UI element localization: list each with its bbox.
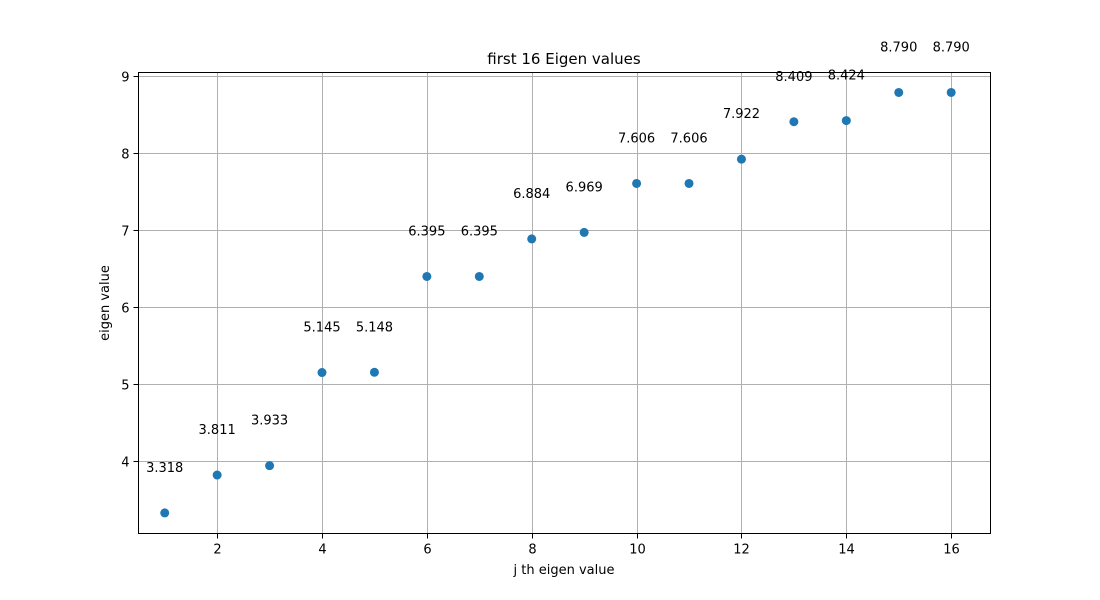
- x-axis-label: j th eigen value: [513, 563, 615, 578]
- chart-title: first 16 Eigen values: [487, 50, 641, 68]
- data-point: [369, 367, 379, 377]
- y-axis-label: eigen value: [98, 265, 113, 341]
- data-point: [632, 178, 642, 188]
- data-label: 3.811: [199, 423, 236, 438]
- x-tick-label: 14: [838, 543, 855, 558]
- data-points: [160, 87, 956, 518]
- data-label: 8.790: [880, 40, 917, 55]
- data-label: 6.395: [408, 224, 445, 239]
- data-label: 6.969: [566, 180, 603, 195]
- data-label: 8.790: [933, 40, 970, 55]
- data-point: [684, 178, 694, 188]
- data-label: 7.606: [618, 131, 655, 146]
- y-tick-label: 5: [121, 379, 129, 394]
- data-point: [894, 87, 904, 97]
- x-tick-label: 6: [423, 543, 431, 558]
- data-label: 6.395: [461, 224, 498, 239]
- data-label: 5.148: [356, 320, 393, 335]
- data-label: 8.409: [775, 70, 812, 85]
- data-point: [265, 461, 275, 471]
- data-point: [160, 508, 170, 518]
- axis-ticks: 2 4 6 8 10 12 14 16 4 5 6 7 8 9: [121, 71, 960, 558]
- data-label: 6.884: [513, 187, 550, 202]
- y-tick-label: 8: [121, 148, 129, 163]
- data-point: [527, 234, 537, 244]
- data-label: 3.933: [251, 414, 288, 429]
- data-point: [422, 271, 432, 281]
- data-label: 5.145: [303, 321, 340, 336]
- plot-frame: [138, 72, 991, 534]
- y-tick-label: 4: [121, 456, 129, 471]
- x-tick-label: 8: [528, 543, 536, 558]
- data-label: 7.606: [670, 131, 707, 146]
- data-point: [474, 271, 484, 281]
- data-point: [946, 87, 956, 97]
- data-point: [736, 154, 746, 164]
- x-tick-label: 10: [629, 543, 646, 558]
- data-label: 8.424: [828, 69, 865, 84]
- data-point: [317, 368, 327, 378]
- y-tick-label: 6: [121, 302, 129, 317]
- x-tick-label: 4: [318, 543, 326, 558]
- x-tick-label: 2: [213, 543, 221, 558]
- data-point: [212, 470, 222, 480]
- data-point: [579, 227, 589, 237]
- grid: [138, 72, 991, 534]
- data-label: 7.922: [723, 107, 760, 122]
- y-tick-label: 9: [121, 71, 129, 86]
- data-point: [789, 117, 799, 127]
- x-tick-label: 16: [943, 543, 960, 558]
- y-tick-label: 7: [121, 225, 129, 240]
- data-point: [841, 116, 851, 126]
- data-label: 3.318: [146, 461, 183, 476]
- x-tick-label: 12: [733, 543, 750, 558]
